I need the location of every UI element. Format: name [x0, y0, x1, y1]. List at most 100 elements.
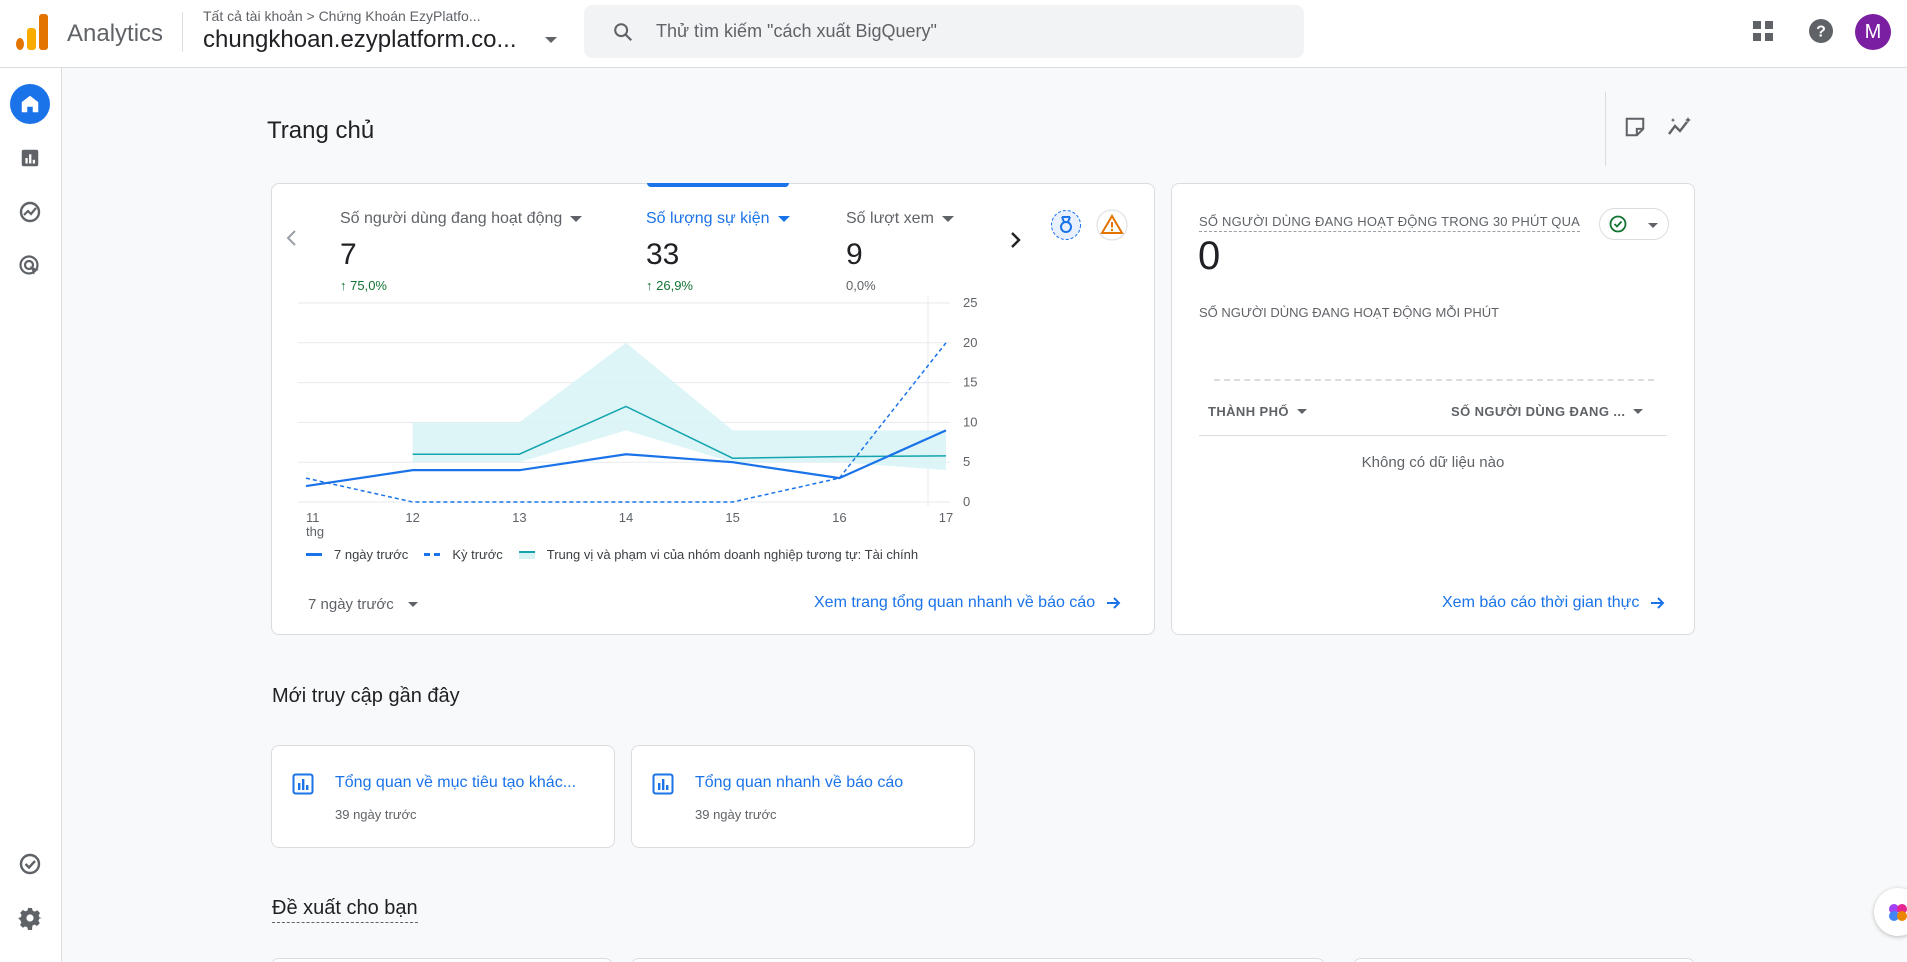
metric-label-text: Số người dùng đang hoạt động	[340, 210, 563, 227]
legend-swatch-current	[306, 553, 322, 556]
search-input[interactable]: Thử tìm kiếm "cách xuất BigQuery"	[656, 21, 937, 41]
y-tick-label: 20	[963, 335, 977, 350]
y-tick-label: 25	[963, 295, 977, 310]
x-tick-label: 17	[939, 510, 953, 525]
chevron-right-icon[interactable]	[1009, 230, 1023, 250]
recent-item[interactable]: Tổng quan nhanh về báo cáo 39 ngày trước	[631, 745, 975, 848]
legend-label-benchmark: Trung vị và phạm vi của nhóm doanh nghiệ…	[546, 547, 919, 562]
recent-item-time: 39 ngày trước	[335, 807, 417, 822]
suggestion-card[interactable]	[631, 958, 1325, 962]
metric-value: 9	[846, 238, 863, 271]
chart-legend: 7 ngày trước Kỳ trước Trung vị và phạm v…	[306, 547, 918, 562]
city-column-header[interactable]: THÀNH PHỐ	[1208, 404, 1307, 419]
realtime-report-link[interactable]: Xem báo cáo thời gian thực	[1442, 594, 1665, 612]
per-minute-title: SỐ NGƯỜI DÙNG ĐANG HOẠT ĐỘNG MỖI PHÚT	[1199, 305, 1500, 320]
chevron-left-icon[interactable]	[284, 228, 300, 248]
y-tick-label: 5	[963, 454, 970, 469]
suggestions-title[interactable]: Đề xuất cho bạn	[272, 897, 418, 923]
overview-report-link-text: Xem trang tổng quan nhanh về báo cáo	[814, 594, 1096, 611]
breadcrumb[interactable]: Tất cả tài khoản > Chứng Khoán EzyPlatfo…	[203, 8, 481, 24]
recent-item-time: 39 ngày trước	[695, 807, 777, 822]
note-icon[interactable]	[1624, 116, 1646, 138]
explore-icon	[19, 201, 41, 223]
realtime-value: 0	[1198, 234, 1221, 278]
search-bar[interactable]: Thử tìm kiếm "cách xuất BigQuery"	[584, 5, 1304, 58]
warning-icon[interactable]	[1096, 209, 1128, 241]
metric-change: ↑ 26,9%	[646, 278, 790, 293]
caret-down-icon	[1648, 223, 1658, 228]
advertising-nav-button[interactable]	[10, 246, 50, 286]
divider	[182, 12, 183, 52]
x-tick-sublabel: thg	[306, 524, 324, 539]
analytics-logo-icon[interactable]	[16, 14, 48, 50]
metric-change: ↑ 75,0%	[340, 278, 582, 293]
metric-active-users[interactable]: Số người dùng đang hoạt động 7 ↑ 75,0%	[340, 210, 583, 293]
legend-swatch-previous	[424, 553, 441, 556]
check-circle-icon	[1609, 215, 1627, 233]
avatar[interactable]: M	[1855, 14, 1891, 50]
benchmark-range-band	[412, 342, 946, 471]
suggestion-card[interactable]	[271, 958, 613, 962]
insights-icon[interactable]	[1667, 116, 1693, 138]
assistant-button[interactable]	[1874, 888, 1907, 936]
y-tick-label: 10	[963, 414, 977, 429]
bar-chart-icon	[21, 149, 39, 167]
divider	[1199, 435, 1667, 436]
metric-value: 33	[646, 238, 680, 271]
home-nav-button[interactable]	[10, 84, 50, 124]
city-column-label: THÀNH PHỐ	[1208, 404, 1289, 419]
recent-item[interactable]: Tổng quan về mục tiêu tạo khác... 39 ngà…	[271, 745, 615, 848]
data-quality-button[interactable]	[1599, 208, 1669, 240]
metric-value: 7	[340, 238, 357, 271]
y-tick-label: 0	[963, 494, 970, 509]
account-selector[interactable]: chungkhoan.ezyplatform.co...	[203, 26, 517, 53]
x-tick-label: 12	[405, 510, 419, 525]
metric-label[interactable]: Số người dùng đang hoạt động	[340, 210, 583, 228]
metric-views[interactable]: Số lượt xem 9 0,0%	[846, 210, 954, 293]
home-icon	[21, 95, 39, 113]
realtime-card: SỐ NGƯỜI DÙNG ĐANG HOẠT ĐỘNG TRONG 30 PH…	[1171, 183, 1695, 635]
recent-item-title[interactable]: Tổng quan nhanh về báo cáo	[695, 774, 904, 791]
metric-label-text: Số lượng sự kiện	[646, 210, 770, 227]
realtime-report-link-text: Xem báo cáo thời gian thực	[1442, 594, 1640, 611]
svg-text:?: ?	[1816, 24, 1826, 41]
x-tick-label: 13	[512, 510, 526, 525]
report-icon	[652, 773, 674, 795]
legend-swatch-benchmark	[518, 550, 535, 559]
help-icon[interactable]: ?	[1808, 18, 1834, 44]
caret-down-icon	[1296, 409, 1307, 414]
recent-section-title: Mới truy cập gần đây	[272, 685, 460, 707]
previous-period-line	[305, 342, 947, 503]
users-column-header[interactable]: SỐ NGƯỜI DÙNG ĐANG ...	[1451, 404, 1644, 419]
chevron-down-icon[interactable]	[545, 37, 557, 43]
metric-event-count[interactable]: Số lượng sự kiện 33 ↑ 26,9%	[646, 210, 790, 293]
app-name: Analytics	[67, 20, 164, 47]
overview-report-link[interactable]: Xem trang tổng quan nhanh về báo cáo	[814, 594, 1121, 612]
recent-item-title[interactable]: Tổng quan về mục tiêu tạo khác...	[335, 774, 577, 791]
caret-down-icon	[570, 216, 583, 222]
caret-down-icon	[1633, 409, 1644, 414]
suggestion-card[interactable]	[1353, 958, 1695, 962]
arrow-right-icon	[1651, 597, 1665, 609]
active-metric-indicator	[647, 183, 789, 187]
admin-nav-button[interactable]	[10, 898, 50, 938]
realtime-title[interactable]: SỐ NGƯỜI DÙNG ĐANG HOẠT ĐỘNG TRONG 30 PH…	[1199, 214, 1581, 232]
reports-nav-button[interactable]	[10, 138, 50, 178]
caret-down-icon	[777, 216, 790, 222]
apps-grid-icon[interactable]	[1752, 20, 1774, 42]
divider	[1605, 92, 1606, 166]
left-nav	[0, 68, 62, 962]
date-range-selector[interactable]: 7 ngày trước	[308, 596, 418, 613]
metric-label[interactable]: Số lượng sự kiện	[646, 210, 790, 228]
benchmark-badge-icon[interactable]	[1050, 209, 1082, 241]
metric-label[interactable]: Số lượt xem	[846, 210, 954, 228]
arrow-up-icon: ↑	[340, 278, 347, 293]
legend-label-previous: Kỳ trước	[452, 547, 503, 562]
search-icon	[614, 23, 633, 42]
metric-change: 0,0%	[846, 278, 876, 293]
explore-nav-button[interactable]	[10, 192, 50, 232]
report-icon	[292, 773, 314, 795]
x-tick-label: 11	[306, 510, 320, 525]
gear-icon	[18, 908, 42, 930]
configure-nav-button[interactable]	[10, 844, 50, 884]
